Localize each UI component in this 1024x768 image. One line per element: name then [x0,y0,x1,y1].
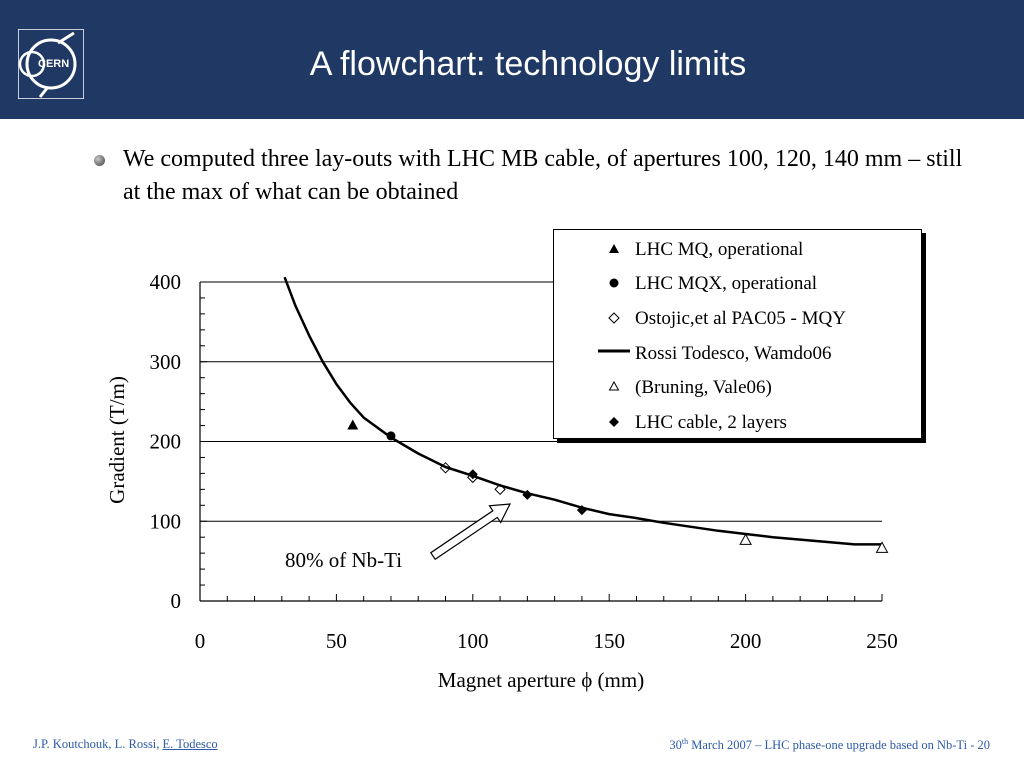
data-point [739,533,752,545]
y-tick-label: 100 [150,509,182,533]
legend-label: Ostojic,et al PAC05 - MQY [635,308,846,329]
legend-label: Rossi Todesco, Wamdo06 [635,343,832,364]
bullet-icon [94,155,105,166]
legend-item-ostojic: Ostojic,et al PAC05 - MQY [554,301,921,335]
data-point [875,541,889,553]
series-line [283,276,882,546]
x-tick-label: 0 [195,629,206,653]
filled-diamond-icon [609,417,619,427]
legend-item-lhc-mqx: LHC MQX, operational [554,266,921,300]
legend-label: LHC MQ, operational [635,239,804,260]
x-tick-label: 150 [593,629,625,653]
slide-title: A flowchart: technology limits [309,45,747,83]
x-tick-label: 200 [730,629,762,653]
footer-authors: J.P. Koutchouk, L. Rossi, E. Todesco [33,737,218,752]
cern-logo: CERN [18,29,84,99]
footer-day: 30 [669,738,682,753]
footer-authors-text: J.P. Koutchouk, L. Rossi, [33,737,163,751]
x-axis-label: Magnet aperture ϕ (mm) [438,668,644,692]
x-tick-label: 250 [866,629,898,653]
legend-item-bruning: (Bruning, Vale06) [554,370,921,404]
bullet-text: We computed three lay-outs with LHC MB c… [123,146,963,205]
data-point [347,419,359,430]
title-bar: CERN A flowchart: technology limits [0,0,1024,119]
x-tick-label: 50 [326,629,347,653]
annotation-label: 80% of Nb-Ti [285,548,402,572]
legend-item-lhc-mq: LHC MQ, operational [554,232,921,266]
y-tick-label: 200 [150,430,182,454]
footer-date: 30th March 2007 – LHC phase-one upgrade … [669,737,990,753]
data-point [576,505,587,516]
y-axis-label: Gradient (T/m) [105,376,129,504]
y-tick-label: 300 [150,350,182,374]
footer-date-rest: March 2007 – LHC phase-one upgrade based… [688,738,990,753]
legend-item-rossi-todesco: Rossi Todesco, Wamdo06 [554,336,921,370]
footer-author-link[interactable]: E. Todesco [162,737,218,751]
filled-triangle-icon [609,244,619,253]
x-tick-label: 100 [457,629,489,653]
annotation-arrow [429,503,512,561]
solid-line-icon [598,349,630,353]
logo-text: CERN [38,58,69,70]
open-triangle-icon [608,380,620,391]
open-diamond-icon [608,312,620,324]
data-point [522,489,533,500]
legend-label: LHC MQX, operational [635,273,818,294]
y-tick-label: 0 [171,589,182,613]
legend-item-lhc-cable: LHC cable, 2 layers [554,405,921,439]
filled-circle-icon [609,278,619,288]
data-point [467,469,478,480]
legend-label: LHC cable, 2 layers [635,412,787,433]
footer-day-suffix: th [681,737,689,746]
y-tick-label: 400 [150,270,182,294]
chart-legend: LHC MQ, operational LHC MQX, operational… [553,229,922,439]
legend-label: (Bruning, Vale06) [635,377,772,398]
